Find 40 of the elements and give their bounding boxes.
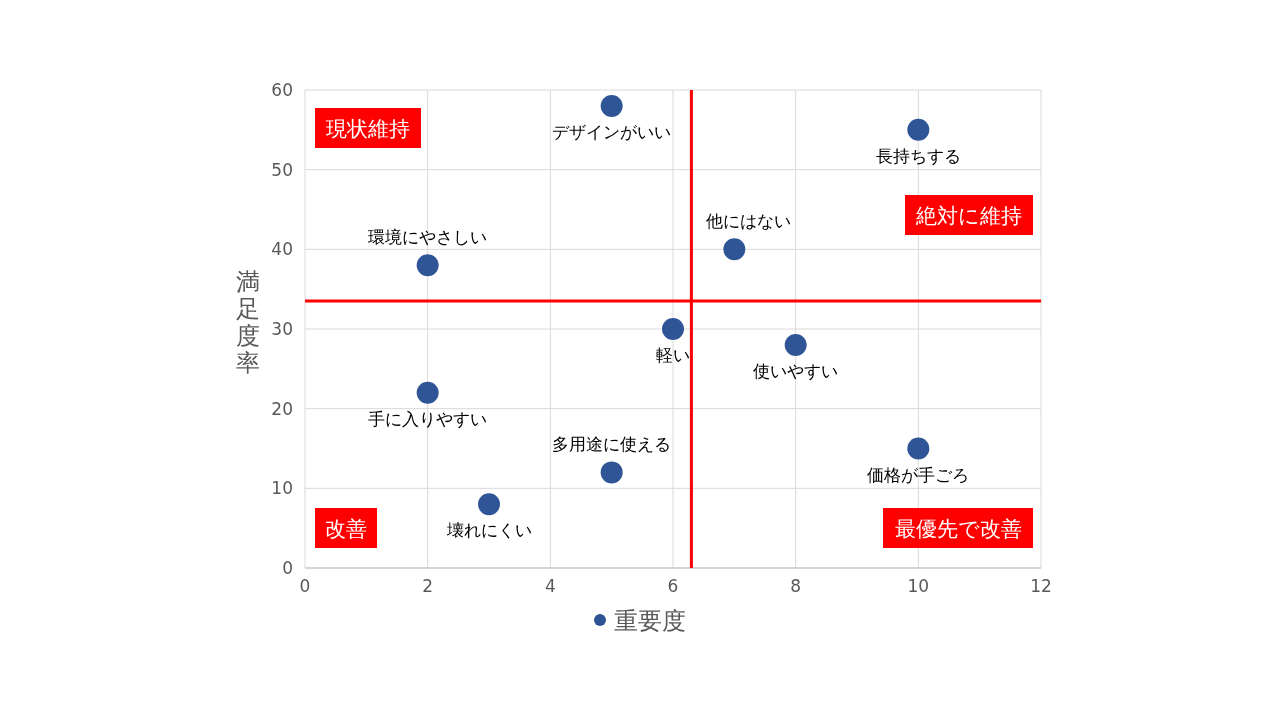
annotation: 現状維持 xyxy=(326,117,410,141)
annotation: 長持ちする xyxy=(875,145,961,166)
x-tick-label: 6 xyxy=(667,576,679,596)
x-tick-label: 2 xyxy=(422,576,434,596)
point xyxy=(784,333,807,356)
annotation: 使いやすい xyxy=(753,360,839,381)
y-tick-label: 10 xyxy=(271,478,293,499)
point xyxy=(907,118,930,141)
y-tick-label: 0 xyxy=(282,558,293,578)
y-axis-title: 満足度率 xyxy=(236,268,260,377)
point xyxy=(416,254,439,277)
annotation: 軽い xyxy=(656,345,690,365)
y-tick-label: 40 xyxy=(271,239,293,260)
legend-label: 重要度 xyxy=(614,607,686,635)
point xyxy=(478,493,500,516)
annotation: 壊れにくい xyxy=(445,520,532,541)
y-tick-label: 60 xyxy=(271,80,293,100)
annotation: 多用途に使える xyxy=(552,434,672,455)
y-tick-label: 50 xyxy=(271,159,293,180)
point xyxy=(907,437,930,460)
y-tick-label: 30 xyxy=(271,319,293,339)
x-tick-label: 10 xyxy=(907,576,930,596)
point xyxy=(416,381,439,404)
annotation: 価格が手ごろ xyxy=(867,464,970,485)
annotation: 手に入りやすい xyxy=(368,408,488,429)
annotation: 環境にやさしい xyxy=(368,227,488,248)
point xyxy=(662,318,684,340)
x-tick-label: 12 xyxy=(1030,576,1052,596)
point xyxy=(600,461,623,484)
x-tick-label: 8 xyxy=(790,576,802,596)
annotation: 最優先で改善 xyxy=(894,517,1022,541)
x-tick-label: 4 xyxy=(544,576,556,596)
y-tick-label: 20 xyxy=(271,398,293,419)
annotation: 絶対に維持 xyxy=(915,204,1022,228)
point xyxy=(600,94,623,117)
annotation: デザインがいい xyxy=(552,121,672,142)
annotation: 改善 xyxy=(325,517,367,541)
annotation: 他にはない xyxy=(705,211,791,232)
point xyxy=(723,238,746,261)
x-tick-label: 0 xyxy=(299,576,311,596)
